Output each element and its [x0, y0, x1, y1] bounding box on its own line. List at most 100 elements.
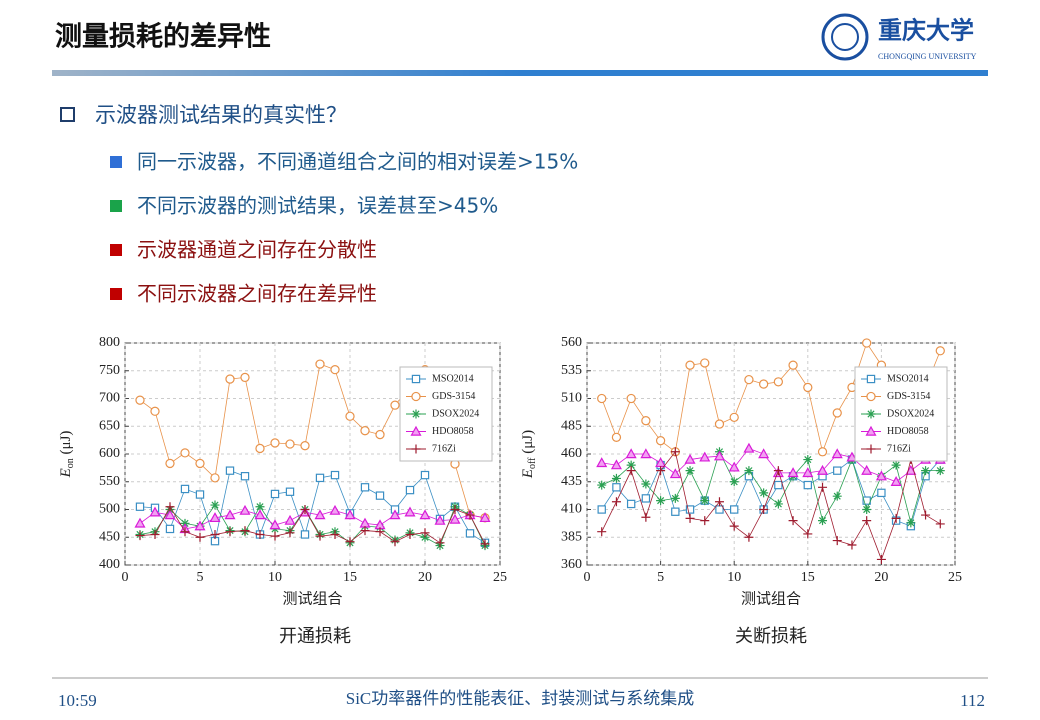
data-point [685, 466, 695, 476]
y-tick-label: 600 [99, 446, 120, 461]
bullet-icon [110, 244, 122, 256]
data-point [345, 411, 355, 421]
data-point [165, 458, 175, 469]
data-point [773, 499, 783, 509]
x-axis-label: 测试组合 [282, 590, 342, 608]
data-point [449, 513, 461, 524]
data-point [255, 529, 265, 539]
data-point [225, 374, 235, 384]
data-point [597, 480, 607, 490]
data-point [285, 487, 295, 496]
data-point [626, 466, 636, 476]
data-point [195, 458, 205, 469]
legend-marker [865, 425, 877, 436]
x-tick-label: 0 [122, 570, 129, 585]
y-tick-label: 560 [561, 335, 582, 350]
legend-marker [866, 444, 876, 454]
y-label-unit: (μJ) [58, 431, 74, 459]
data-point [758, 448, 770, 459]
series-line [139, 505, 486, 545]
data-point [876, 554, 886, 564]
data-point [656, 466, 666, 476]
y-tick-label: 650 [99, 418, 120, 433]
data-point [285, 528, 295, 538]
data-point [465, 510, 475, 520]
data-point [210, 473, 220, 483]
data-point [803, 480, 813, 490]
data-point [728, 461, 740, 472]
sub-bullets: 同一示波器，不同通道组合之间的相对误差>15% 不同示波器的测试结果，误差甚至>4… [110, 150, 578, 306]
data-point [314, 509, 326, 520]
data-point [729, 521, 739, 531]
data-point [180, 484, 190, 494]
data-point [714, 497, 724, 507]
y-tick-label: 550 [99, 474, 120, 489]
data-point [831, 448, 843, 459]
data-point [315, 473, 325, 483]
data-point [787, 467, 799, 478]
y-tick-label: 400 [99, 557, 120, 572]
chart-caption: 关断损耗 [735, 626, 807, 647]
data-point [480, 539, 490, 549]
data-point [375, 429, 385, 440]
data-point [612, 483, 621, 492]
logo-emblem [821, 13, 869, 61]
data-point [861, 464, 873, 475]
data-point [300, 441, 310, 451]
legend-marker [411, 409, 421, 419]
data-point [330, 364, 340, 375]
y-tick-label: 800 [99, 335, 120, 350]
legend-marker [410, 425, 422, 436]
legend-marker [411, 391, 421, 402]
y-label-sub: off [527, 457, 538, 469]
data-point [240, 526, 250, 536]
data-point [479, 512, 491, 523]
data-point [817, 464, 829, 475]
bullet-text: 不同示波器之间存在差异性 [137, 282, 377, 306]
data-point [700, 516, 710, 526]
data-point [210, 500, 220, 510]
legend-label: MSO2014 [432, 373, 474, 384]
data-point [743, 442, 755, 453]
footer-subject: SiC功率器件的性能表征、封装测试与系统集成 [346, 689, 695, 708]
data-point [921, 466, 931, 476]
data-point [194, 520, 206, 531]
y-axis-label: Eoff (μJ) [520, 430, 538, 479]
data-point [641, 512, 651, 522]
data-point [890, 476, 902, 486]
y-label-main: E [58, 468, 74, 478]
data-point [655, 436, 666, 446]
data-point [759, 505, 769, 514]
y-label-sub: on [65, 458, 76, 468]
data-point [180, 527, 190, 537]
y-tick-label: 385 [561, 529, 582, 544]
x-axis-label: 测试组合 [741, 590, 801, 608]
logo-cn: 重庆大学 [878, 17, 974, 45]
data-point [832, 536, 842, 546]
data-point [685, 505, 695, 514]
data-point [597, 505, 606, 514]
data-point [180, 448, 190, 458]
data-point [434, 514, 446, 525]
data-point [225, 527, 235, 537]
data-point [641, 494, 651, 503]
data-point [254, 509, 266, 520]
x-tick-label: 0 [584, 570, 591, 585]
data-point [862, 516, 872, 526]
data-point [877, 488, 886, 498]
data-point [255, 443, 265, 454]
data-point [330, 529, 340, 539]
data-point [670, 447, 680, 457]
data-point [255, 502, 265, 512]
data-point [597, 393, 607, 404]
data-point [149, 506, 161, 517]
x-tick-label: 10 [268, 570, 282, 585]
data-point [345, 537, 355, 547]
x-tick-label: 20 [418, 570, 432, 585]
data-point [164, 509, 176, 520]
y-label-unit: (μJ) [520, 430, 536, 458]
data-point [465, 529, 475, 538]
data-point [699, 451, 711, 462]
data-point [135, 395, 145, 405]
